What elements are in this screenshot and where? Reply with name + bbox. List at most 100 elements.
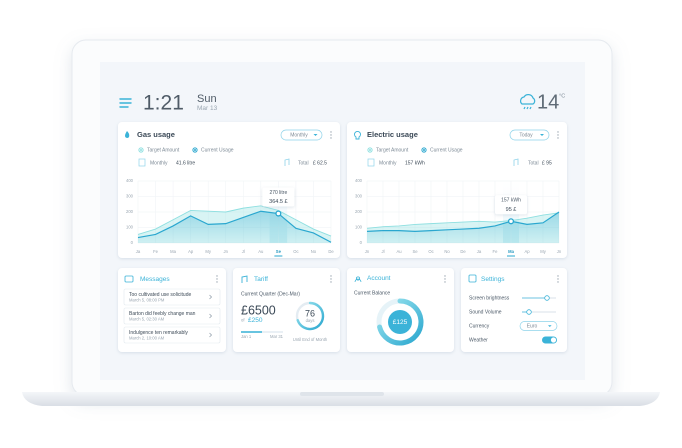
period: Current Quarter (Dec-Mar): [241, 291, 300, 297]
tooltip-point: [507, 218, 515, 225]
message-box: [123, 326, 221, 344]
x-tick-label: Jn: [224, 249, 229, 254]
x-tick-label: Fe: [153, 249, 159, 254]
x-tick-label: De: [328, 249, 334, 254]
tooltip-line: 270 litre: [269, 190, 287, 196]
days: 76: [305, 308, 315, 318]
y-tick-label: 300: [126, 194, 134, 199]
laptop-notch: [300, 392, 384, 396]
summary-label: Monthly: [150, 160, 168, 166]
account-icon: [354, 276, 362, 283]
balance: £125: [393, 319, 408, 326]
y-tick-label: 200: [355, 209, 363, 214]
laptop-base: [22, 392, 660, 406]
period-label: Today: [519, 133, 533, 139]
x-tick-label: De: [460, 249, 466, 254]
x-tick-label: Ma: [508, 249, 514, 254]
clock-time: 1:21: [143, 92, 184, 115]
day: Sun: [197, 93, 217, 105]
card-title: Gas usage: [137, 130, 175, 139]
more-menu[interactable]: [330, 275, 332, 283]
series-line: [366, 212, 560, 229]
electric-usage-card: Electric usage Today Monthly 157 kWh Tot…: [347, 122, 567, 258]
x-tick-label: Ap: [188, 249, 194, 254]
more-menu[interactable]: [557, 275, 559, 283]
card: [461, 268, 567, 352]
series-line: [366, 211, 560, 232]
series-line: [137, 210, 332, 243]
currency: Euro: [527, 324, 538, 330]
setting-label: Screen brightness: [469, 295, 510, 301]
legend-dot-center: [194, 149, 196, 151]
tooltip-box: [262, 187, 295, 207]
tooltip-box: [495, 195, 527, 215]
x-tick-label: Au: [258, 249, 264, 254]
message-box: [123, 307, 221, 325]
y-tick-label: 0: [360, 240, 363, 245]
tariff-card: Tariff Current Quarter (Dec-Mar) £6500 o…: [233, 268, 340, 352]
message-box: [123, 288, 221, 306]
menu-button[interactable]: [119, 98, 132, 108]
summary-value: 41.6 litre: [176, 160, 195, 166]
card-title: Electric usage: [367, 130, 418, 139]
x-tick-label: No: [444, 249, 450, 254]
card-title: Tariff: [254, 276, 268, 283]
weather-icon: [520, 94, 536, 110]
message-time: March 2, 10:00 AM: [129, 336, 165, 341]
more-menu[interactable]: [444, 275, 446, 283]
total-label: Total: [528, 160, 539, 166]
setting-label: Currency: [469, 323, 490, 329]
message-arrow: [209, 313, 213, 319]
x-tick-label: Ja: [136, 249, 141, 254]
x-tick-label: Ap: [524, 249, 530, 254]
currency-dropdown[interactable]: Euro: [519, 321, 558, 331]
more-menu[interactable]: [216, 275, 218, 283]
legend-label: Target Amount: [376, 148, 409, 154]
gas-usage-card: Gas usage Monthly Monthly 41.6 litre Tot…: [118, 122, 340, 258]
weather-toggle[interactable]: [542, 336, 557, 344]
tariff-icon: [241, 275, 248, 283]
period-dropdown[interactable]: Monthly: [280, 129, 323, 141]
balance-label: Current Balance: [354, 290, 390, 296]
x-tick-label: My: [540, 249, 546, 254]
limit: £250: [248, 317, 263, 324]
volume-slider[interactable]: [522, 309, 556, 315]
card-title: Account: [367, 275, 391, 282]
temperature: 14: [537, 91, 559, 113]
period-dropdown[interactable]: Today: [509, 129, 550, 141]
x-tick-label: Se: [276, 249, 282, 254]
messages-card: Messages Too cultivated use solicitudeMa…: [118, 268, 226, 352]
total-value: £ 95: [542, 160, 552, 166]
message-text: Barton did feebly change man: [129, 311, 196, 317]
brightness-slider[interactable]: [522, 295, 556, 301]
setting-label: Weather: [469, 337, 488, 343]
card-title: Settings: [481, 276, 505, 283]
start: Jan 1: [241, 334, 252, 339]
card-title: Messages: [140, 276, 170, 283]
calendar-icon: [138, 158, 146, 167]
more-menu[interactable]: [330, 131, 332, 139]
tooltip-line: 157 kWh: [501, 198, 521, 204]
message-text: Too cultivated use solicitude: [129, 292, 191, 298]
series-line: [137, 205, 332, 237]
x-tick-label: Jn: [365, 249, 370, 254]
of: of: [241, 318, 245, 323]
x-tick-label: Jl: [381, 249, 384, 254]
y-tick-label: 400: [126, 178, 134, 183]
date: Mar 13: [197, 105, 218, 112]
y-tick-label: 200: [126, 209, 134, 214]
message-time: March 5, 02:30 AM: [129, 317, 165, 322]
series-area: [138, 211, 331, 243]
message-time: March 5, 08:00 PM: [129, 298, 165, 303]
series-area: [367, 212, 559, 243]
balance-disc: [388, 310, 412, 334]
calendar-icon: [367, 158, 375, 167]
message-text: Indulgence ten remarkably: [129, 330, 188, 336]
message-arrow: [209, 332, 213, 338]
card: [347, 268, 454, 352]
account-card: Account Current Balance £125: [347, 268, 454, 352]
more-menu[interactable]: [557, 131, 559, 139]
